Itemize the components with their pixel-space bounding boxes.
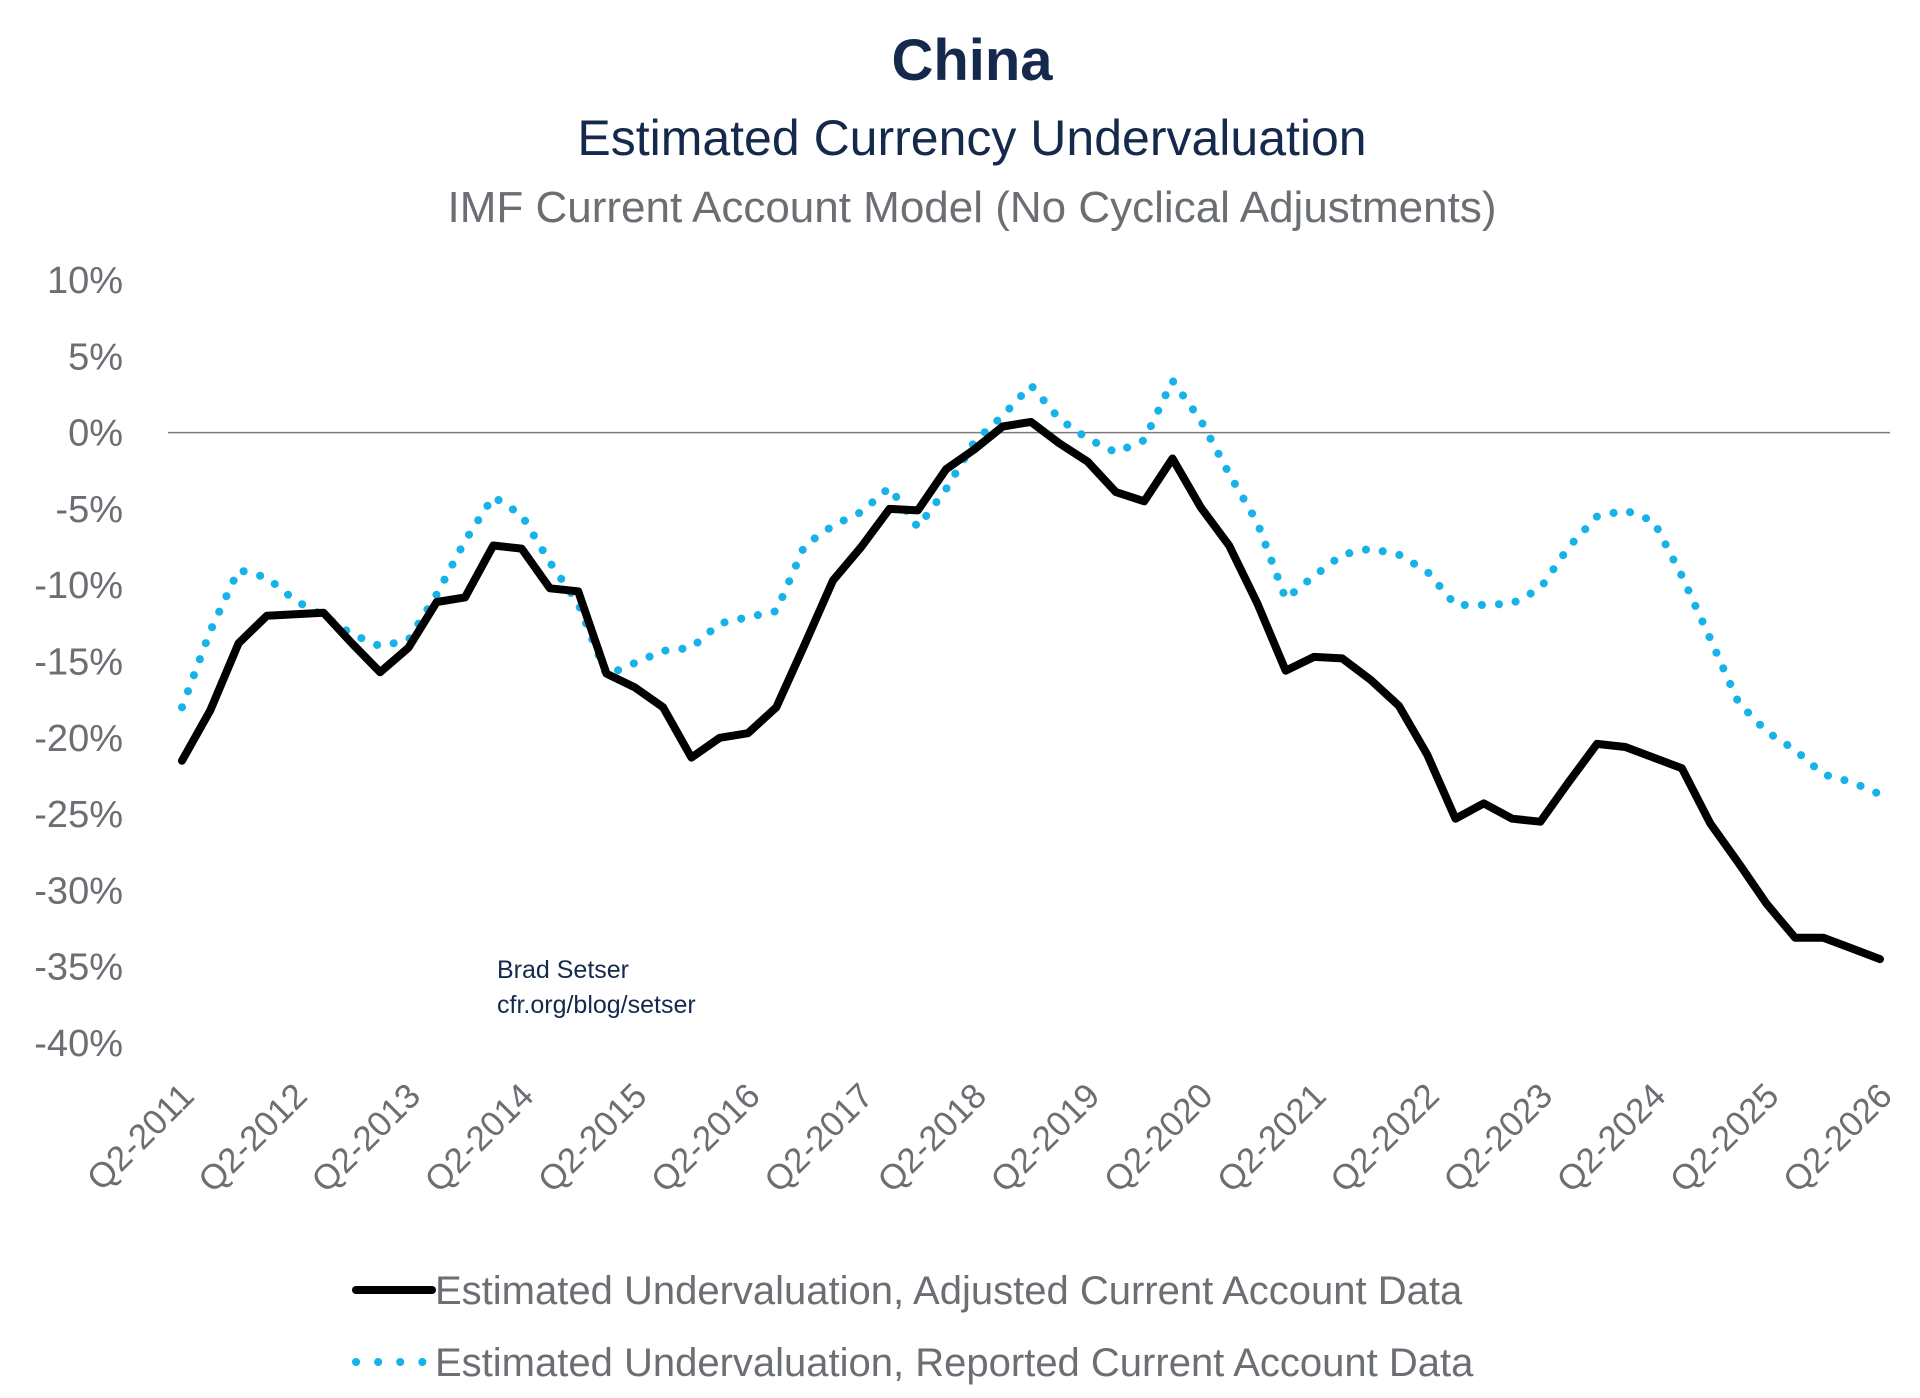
annotation-author: Brad Setser	[497, 956, 629, 984]
x-tick-label: Q2-2012	[191, 1076, 315, 1200]
legend-label-reported: Estimated Undervaluation, Reported Curre…	[435, 1341, 1474, 1385]
x-tick-label: Q2-2025	[1663, 1076, 1787, 1200]
x-axis-labels: Q2-2011Q2-2012Q2-2013Q2-2014Q2-2015Q2-20…	[80, 1076, 1900, 1200]
x-tick-label: Q2-2023	[1436, 1076, 1560, 1200]
y-tick-label: -5%	[55, 489, 123, 531]
y-tick-label: -25%	[34, 794, 123, 836]
x-tick-label: Q2-2015	[531, 1076, 655, 1200]
series-group	[178, 376, 1884, 964]
y-tick-label: 0%	[68, 413, 123, 455]
x-tick-label: Q2-2021	[1210, 1076, 1334, 1200]
x-tick-label: Q2-2013	[304, 1076, 428, 1200]
x-tick-label: Q2-2022	[1323, 1076, 1447, 1200]
x-tick-label: Q2-2017	[757, 1076, 881, 1200]
chart-subtitle-model: IMF Current Account Model (No Cyclical A…	[447, 183, 1496, 232]
annotation-url: cfr.org/blog/setser	[497, 991, 696, 1019]
y-tick-label: -35%	[34, 947, 123, 989]
y-axis-labels: 10% 5% 0% -5% -10% -15% -20% -25% -30% -35% -40%	[34, 260, 123, 1065]
legend-label-adjusted: Estimated Undervaluation, Adjusted Curre…	[435, 1269, 1463, 1313]
x-tick-label: Q2-2019	[983, 1076, 1107, 1200]
x-tick-label: Q2-2026	[1776, 1076, 1900, 1200]
chart-subtitle: Estimated Currency Undervaluation	[577, 110, 1366, 166]
chart-title: China	[891, 28, 1053, 93]
legend: Estimated Undervaluation, Adjusted Curre…	[352, 1269, 1474, 1385]
series-line-adjusted	[178, 417, 1884, 964]
x-tick-label: Q2-2018	[870, 1076, 994, 1200]
y-tick-label: -40%	[34, 1023, 123, 1065]
x-tick-label: Q2-2016	[644, 1076, 768, 1200]
x-tick-label: Q2-2024	[1549, 1076, 1673, 1200]
y-tick-label: 10%	[47, 260, 123, 302]
x-tick-label: Q2-2020	[1097, 1076, 1221, 1200]
x-tick-label: Q2-2014	[417, 1076, 541, 1200]
y-tick-label: -10%	[34, 565, 123, 607]
x-tick-label: Q2-2011	[80, 1076, 202, 1198]
y-tick-label: -20%	[34, 718, 123, 760]
series-line-reported	[178, 376, 1884, 799]
y-tick-label: -30%	[34, 870, 123, 912]
y-tick-label: 5%	[68, 336, 123, 378]
y-tick-label: -15%	[34, 642, 123, 684]
